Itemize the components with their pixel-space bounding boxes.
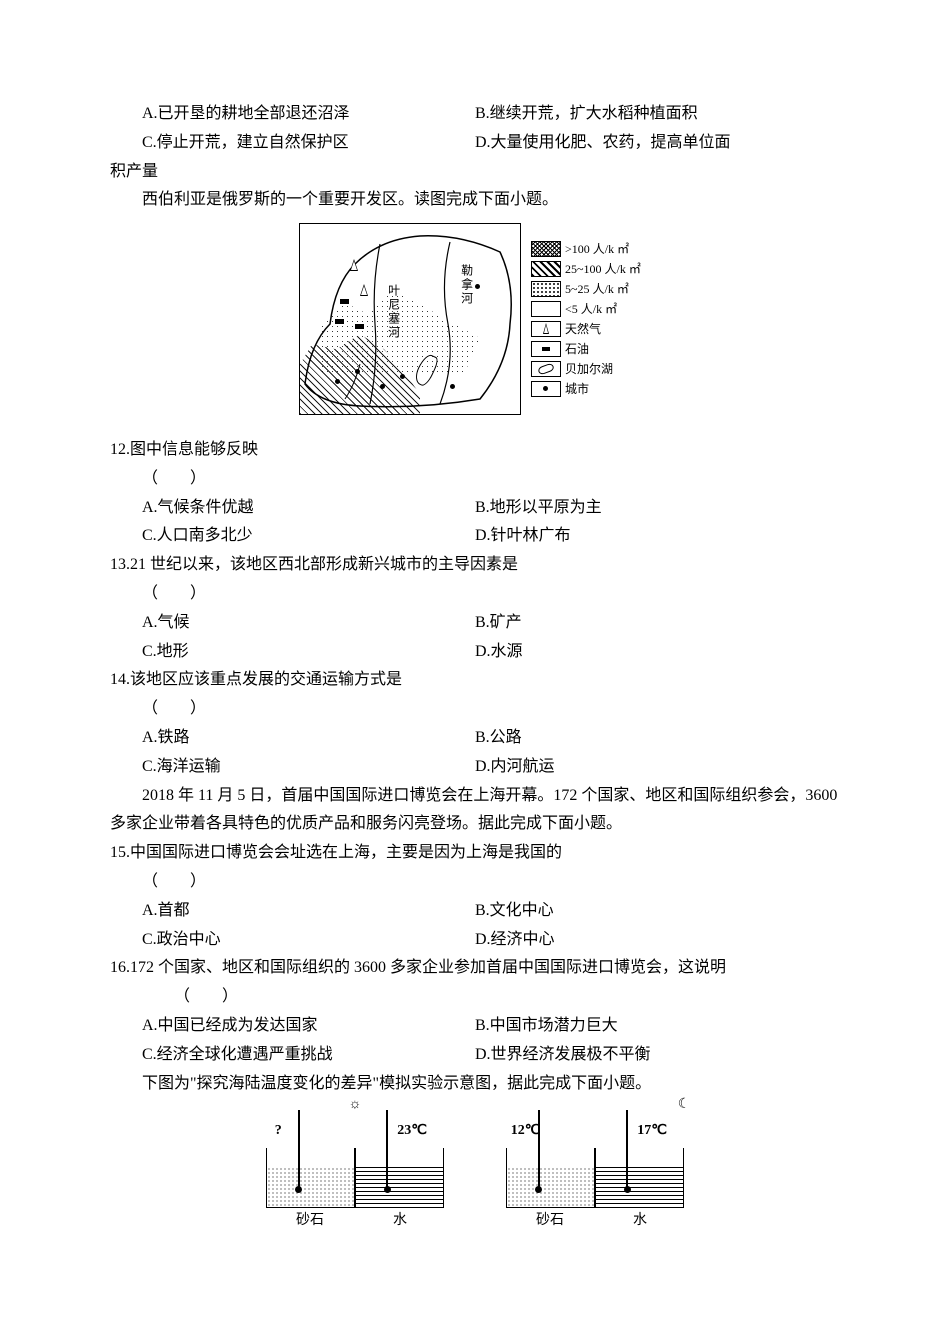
q13-a: A.气候 [110,609,475,638]
q16-paren: （ ） [110,983,840,1012]
moon-icon: ☾ [678,1092,691,1117]
q14-opts-1: A.铁路 B.公路 [110,724,840,753]
q13-opts-2: C.地形 D.水源 [110,638,840,667]
legend-swatch-5-25 [531,281,561,297]
q13-paren: （ ） [110,580,840,609]
left-beaker-pair: ☼ ? 23℃ 砂石 水 [265,1148,445,1233]
right-water-beaker: 17℃ [594,1148,684,1208]
q11-option-c: C.停止开荒，建立自然保护区 [110,129,475,158]
document-page: A.已开垦的耕地全部退还沼泽 B.继续开荒，扩大水稻种植面积 C.停止开荒，建立… [0,0,950,1344]
siberia-intro: 西伯利亚是俄罗斯的一个重要开发区。读图完成下面小题。 [110,186,840,215]
q11-option-d: D.大量使用化肥、农药，提高单位面 [475,129,840,158]
q15-stem: 15.中国国际进口博览会会址选在上海，主要是因为上海是我国的 [110,839,840,868]
q11-option-b: B.继续开荒，扩大水稻种植面积 [475,100,840,129]
legend-label-oil: 石油 [565,340,589,358]
q13-b: B.矿产 [475,609,840,638]
temp-2: 23℃ [397,1118,427,1143]
legend-swatch-100 [531,241,561,257]
q16-a: A.中国已经成为发达国家 [110,1012,475,1041]
q14-opts-2: C.海洋运输 D.内河航运 [110,753,840,782]
q14-a: A.铁路 [110,724,475,753]
q14-c: C.海洋运输 [110,753,475,782]
left-sand-label: 砂石 [265,1208,355,1233]
q15-a: A.首都 [110,897,475,926]
q11-option-d-wrap: 积产量 [110,158,840,187]
legend-swatch-gas [531,321,561,337]
q11-options-row1: A.已开垦的耕地全部退还沼泽 B.继续开荒，扩大水稻种植面积 [110,100,840,129]
right-beaker-pair: ☾ 12℃ 17℃ 砂石 水 [505,1148,685,1233]
q15-d: D.经济中心 [475,926,840,955]
q12-paren: （ ） [110,465,840,494]
q14-d: D.内河航运 [475,753,840,782]
temp-1: ? [275,1118,282,1143]
map-river-label-2: 勒拿河 [455,264,477,306]
siberia-map-figure: 叶尼塞河 勒拿河 >100 人/k ㎡ 25~100 人/k ㎡ 5~25 人/… [110,223,840,426]
q11-option-a: A.已开垦的耕地全部退还沼泽 [110,100,475,129]
experiment-intro: 下图为"探究海陆温度变化的差异"模拟实验示意图，据此完成下面小题。 [110,1070,840,1099]
legend-label-5-25: 5~25 人/k ㎡ [565,280,629,298]
left-sand-beaker: ? [266,1148,356,1208]
q16-opts-1: A.中国已经成为发达国家 B.中国市场潜力巨大 [110,1012,840,1041]
q16-c: C.经济全球化遭遇严重挑战 [110,1041,475,1070]
q14-paren: （ ） [110,695,840,724]
q15-paren: （ ） [110,868,840,897]
experiment-figure: ☼ ? 23℃ 砂石 水 [110,1148,840,1233]
q15-opts-2: C.政治中心 D.经济中心 [110,926,840,955]
legend-label-city: 城市 [565,380,589,398]
legend-label-lake: 贝加尔湖 [565,360,613,378]
right-sand-label: 砂石 [505,1208,595,1233]
legend-label-5: <5 人/k ㎡ [565,300,617,318]
sun-icon: ☼ [349,1092,362,1117]
q16-stem: 16.172 个国家、地区和国际组织的 3600 多家企业参加首届中国国际进口博… [110,954,840,983]
q16-b: B.中国市场潜力巨大 [475,1012,840,1041]
temp-4: 17℃ [637,1118,667,1143]
right-water-label: 水 [595,1208,685,1233]
q14-stem: 14.该地区应该重点发展的交通运输方式是 [110,666,840,695]
q12-opts-1: A.气候条件优越 B.地形以平原为主 [110,494,840,523]
q16-opts-2: C.经济全球化遭遇严重挑战 D.世界经济发展极不平衡 [110,1041,840,1070]
q12-d: D.针叶林广布 [475,522,840,551]
legend-swatch-oil [531,341,561,357]
q12-b: B.地形以平原为主 [475,494,840,523]
left-water-beaker: 23℃ [354,1148,444,1208]
q13-opts-1: A.气候 B.矿产 [110,609,840,638]
legend-label-25-100: 25~100 人/k ㎡ [565,260,641,278]
temp-3: 12℃ [511,1118,541,1143]
q12-a: A.气候条件优越 [110,494,475,523]
q16-d: D.世界经济发展极不平衡 [475,1041,840,1070]
q12-opts-2: C.人口南多北少 D.针叶林广布 [110,522,840,551]
legend-swatch-lake [531,361,561,377]
map-river-label-1: 叶尼塞河 [382,284,404,340]
q15-c: C.政治中心 [110,926,475,955]
legend-swatch-city [531,381,561,397]
q11-options-row2: C.停止开荒，建立自然保护区 D.大量使用化肥、农药，提高单位面 [110,129,840,158]
map-image: 叶尼塞河 勒拿河 [299,223,521,415]
q14-b: B.公路 [475,724,840,753]
q13-d: D.水源 [475,638,840,667]
legend-swatch-25-100 [531,261,561,277]
right-sand-beaker: 12℃ [506,1148,596,1208]
q13-stem: 13.21 世纪以来，该地区西北部形成新兴城市的主导因素是 [110,551,840,580]
legend-label-100: >100 人/k ㎡ [565,240,629,258]
left-water-label: 水 [355,1208,445,1233]
q15-opts-1: A.首都 B.文化中心 [110,897,840,926]
legend-swatch-5 [531,301,561,317]
legend-label-gas: 天然气 [565,320,601,338]
q15-b: B.文化中心 [475,897,840,926]
map-legend: >100 人/k ㎡ 25~100 人/k ㎡ 5~25 人/k ㎡ <5 人/… [531,238,651,400]
expo-intro: 2018 年 11 月 5 日，首届中国国际进口博览会在上海开幕。172 个国家… [110,782,840,840]
q12-c: C.人口南多北少 [110,522,475,551]
map-box: 叶尼塞河 勒拿河 >100 人/k ㎡ 25~100 人/k ㎡ 5~25 人/… [299,223,651,415]
q13-c: C.地形 [110,638,475,667]
q12-stem: 12.图中信息能够反映 [110,436,840,465]
